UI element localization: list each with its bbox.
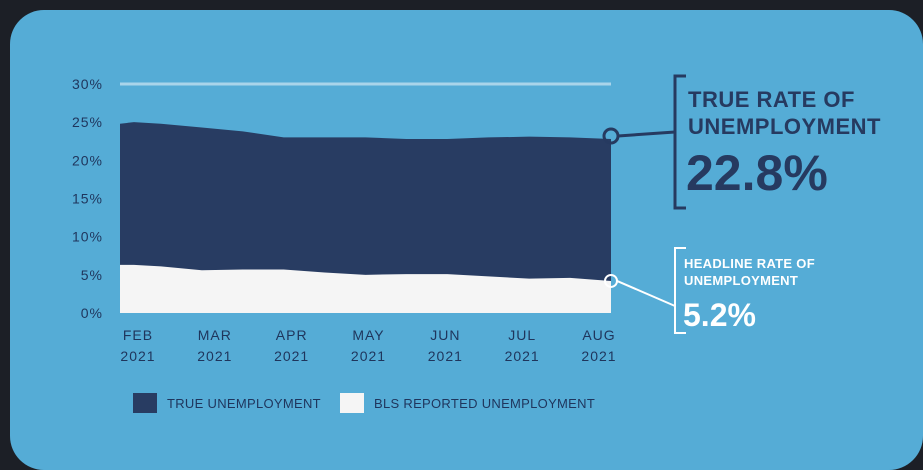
legend-swatch-bls [340, 393, 364, 413]
y-axis: 30% 25% 20% 15% 10% 5% 0% [72, 76, 103, 321]
legend-label-true: TRUE UNEMPLOYMENT [167, 396, 321, 411]
series-area-true-unemployment [120, 122, 611, 314]
y-tick-label: 20% [72, 152, 103, 168]
series-area-bls-unemployment [120, 264, 611, 313]
x-tick-label: APR 2021 [274, 327, 309, 364]
y-tick-label: 10% [72, 229, 103, 245]
true-rate-value: 22.8% [686, 145, 828, 201]
true-rate-marker [602, 127, 620, 145]
x-tick-label: AUG 2021 [581, 327, 616, 364]
true-rate-title-line1: TRUE RATE OF [688, 87, 855, 112]
headline-rate-marker [604, 273, 618, 288]
y-tick-label: 15% [72, 191, 103, 207]
headline-rate-connector-line [616, 280, 676, 307]
x-tick-label: MAR 2021 [197, 327, 232, 364]
true-rate-connector-line [617, 130, 676, 138]
y-tick-label: 25% [72, 114, 103, 130]
y-tick-label: 30% [72, 76, 103, 92]
chart-card: 30% 25% 20% 15% 10% 5% 0% FEB 2021 MAR 2021 APR 202… [10, 10, 923, 470]
true-rate-title-line2: UNEMPLOYMENT [688, 114, 881, 139]
y-tick-label: 0% [81, 305, 103, 321]
headline-rate-bracket [674, 247, 686, 334]
legend: TRUE UNEMPLOYMENT BLS REPORTED UNEMPLOYM… [133, 393, 595, 413]
x-axis: FEB 2021 MAR 2021 APR 2021 MAY 2021 JUN 2021 JUL 20… [120, 327, 616, 364]
legend-label-bls: BLS REPORTED UNEMPLOYMENT [374, 396, 595, 411]
headline-rate-annotation: HEADLINE RATE OF UNEMPLOYMENT 5.2% [604, 247, 815, 334]
x-tick-label: MAY 2021 [351, 327, 386, 364]
true-rate-annotation: TRUE RATE OF UNEMPLOYMENT 22.8% [602, 74, 881, 210]
headline-rate-title-line1: HEADLINE RATE OF [684, 256, 815, 271]
headline-rate-title-line2: UNEMPLOYMENT [684, 273, 798, 288]
headline-rate-value: 5.2% [683, 297, 756, 333]
legend-swatch-true [133, 393, 157, 413]
unemployment-chart: 30% 25% 20% 15% 10% 5% 0% FEB 2021 MAR 2021 APR 202… [72, 74, 881, 413]
x-tick-label: JUN 2021 [428, 327, 463, 364]
true-rate-bracket [673, 74, 686, 210]
x-tick-label: JUL 2021 [505, 327, 540, 364]
x-tick-label: FEB 2021 [120, 327, 155, 364]
y-tick-label: 5% [81, 267, 103, 283]
plot-area [120, 122, 611, 314]
